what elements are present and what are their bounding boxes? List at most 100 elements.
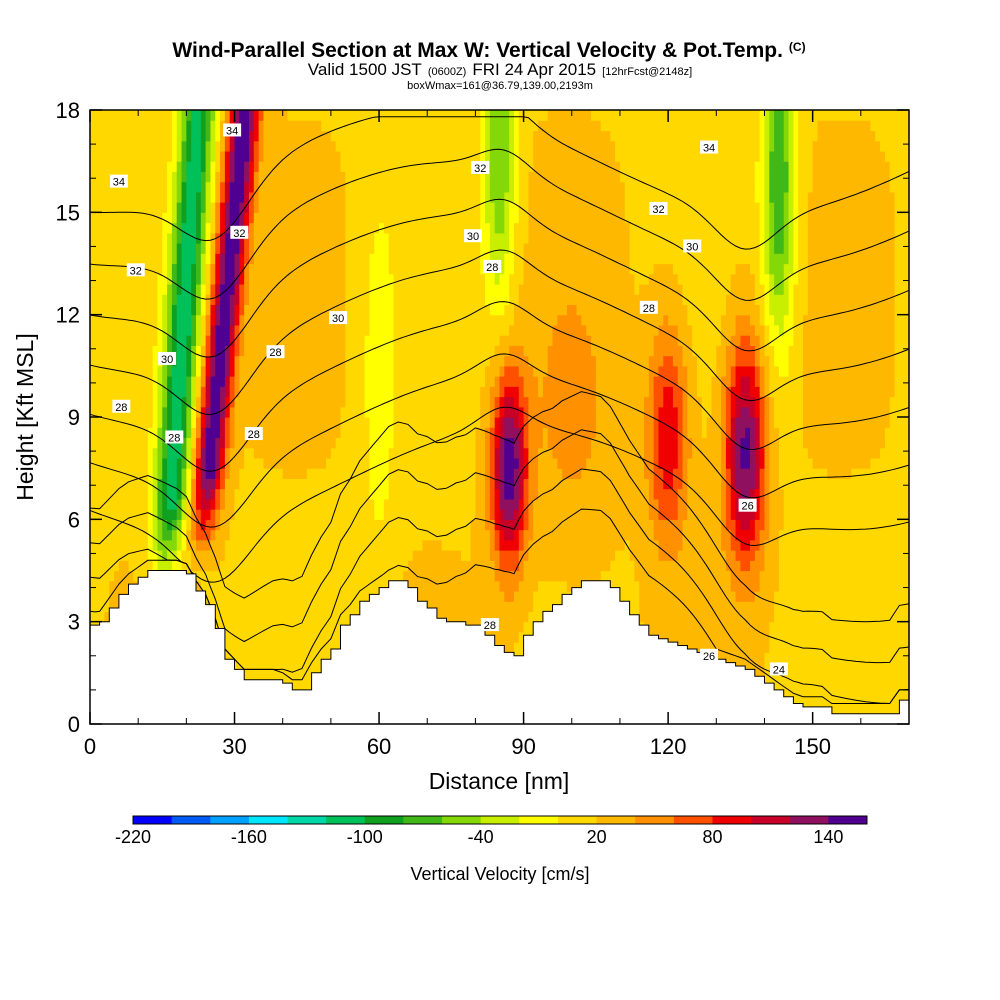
velocity-cell [330, 396, 337, 408]
velocity-cell [316, 631, 322, 643]
velocity-cell [292, 662, 298, 674]
velocity-cell [205, 191, 212, 203]
velocity-cell [417, 355, 424, 367]
velocity-cell [359, 150, 366, 162]
velocity-cell [330, 621, 337, 633]
velocity-cell [292, 529, 298, 541]
velocity-cell [138, 314, 144, 326]
velocity-cell [359, 386, 366, 398]
velocity-cell [205, 355, 212, 367]
velocity-cell [248, 447, 255, 459]
velocity-cell [354, 130, 361, 142]
velocity-cell [475, 570, 481, 582]
velocity-cell [142, 509, 149, 520]
velocity-cell [195, 130, 202, 142]
velocity-cell [244, 191, 250, 203]
velocity-cell [350, 181, 356, 193]
velocity-cell [383, 171, 390, 183]
velocity-cell [234, 406, 240, 418]
velocity-cell [364, 130, 371, 142]
velocity-cell [340, 570, 346, 582]
velocity-cell [417, 335, 424, 346]
velocity-cell [195, 253, 202, 265]
velocity-cell [354, 437, 361, 449]
velocity-cell [297, 683, 303, 694]
velocity-cell [142, 457, 149, 469]
velocity-cell [311, 243, 318, 254]
velocity-cell [94, 386, 101, 398]
velocity-cell [277, 396, 284, 408]
velocity-cell [316, 580, 322, 592]
velocity-cell [441, 345, 448, 357]
velocity-cell [234, 171, 240, 183]
velocity-cell [195, 580, 202, 592]
velocity-cell [330, 294, 337, 306]
velocity-cell [350, 345, 356, 357]
velocity-cell [340, 386, 346, 398]
velocity-cell [195, 560, 202, 572]
velocity-cell [446, 560, 452, 572]
velocity-cell [403, 355, 409, 367]
velocity-cell [104, 355, 110, 367]
velocity-cell [432, 120, 438, 132]
velocity-cell [301, 406, 308, 418]
velocity-cell [147, 447, 154, 459]
velocity-cell [287, 294, 293, 306]
velocity-cell [282, 304, 289, 316]
velocity-cell [480, 590, 486, 602]
velocity-cell [456, 447, 462, 459]
velocity-cell [118, 324, 125, 336]
velocity-cell [90, 468, 96, 479]
velocity-cell [123, 202, 130, 213]
velocity-cell [123, 560, 130, 572]
velocity-cell [268, 447, 274, 459]
velocity-cell [200, 232, 207, 244]
velocity-cell [422, 539, 428, 551]
velocity-cell [292, 590, 298, 602]
velocity-cell [229, 355, 236, 367]
velocity-cell [114, 283, 120, 295]
velocity-cell [369, 550, 375, 561]
velocity-cell [359, 110, 366, 121]
velocity-cell [195, 519, 202, 531]
velocity-cell [138, 130, 144, 142]
velocity-cell [359, 427, 366, 439]
velocity-cell [383, 150, 390, 162]
velocity-cell [292, 120, 298, 132]
velocity-cell [374, 181, 380, 193]
velocity-cell [167, 273, 173, 285]
velocity-cell [485, 202, 491, 213]
velocity-cell [364, 386, 371, 398]
velocity-cell [138, 365, 144, 377]
velocity-cell [138, 120, 144, 132]
velocity-cell [273, 110, 279, 121]
velocity-cell [412, 314, 419, 326]
velocity-cell [388, 498, 395, 510]
velocity-cell [441, 355, 448, 367]
velocity-cell [162, 365, 168, 377]
velocity-cell [398, 498, 404, 510]
velocity-cell [379, 468, 385, 479]
velocity-cell [123, 345, 130, 357]
velocity-cell [475, 539, 481, 551]
velocity-cell [195, 191, 202, 203]
velocity-cell [268, 427, 274, 439]
velocity-cell [441, 253, 448, 265]
velocity-cell [301, 427, 308, 439]
velocity-cell [94, 498, 101, 510]
velocity-cell [200, 580, 207, 592]
velocity-cell [297, 550, 303, 561]
velocity-cell [480, 457, 486, 469]
velocity-cell [407, 191, 414, 203]
velocity-cell [138, 150, 144, 162]
velocity-cell [210, 130, 216, 142]
velocity-cell [383, 386, 390, 398]
velocity-cell [311, 498, 318, 510]
velocity-cell [393, 519, 399, 531]
velocity-cell [460, 417, 467, 428]
velocity-cell [171, 130, 178, 142]
velocity-cell [297, 335, 303, 346]
velocity-cell [475, 560, 481, 572]
velocity-cell [147, 181, 154, 193]
velocity-cell [118, 191, 125, 203]
